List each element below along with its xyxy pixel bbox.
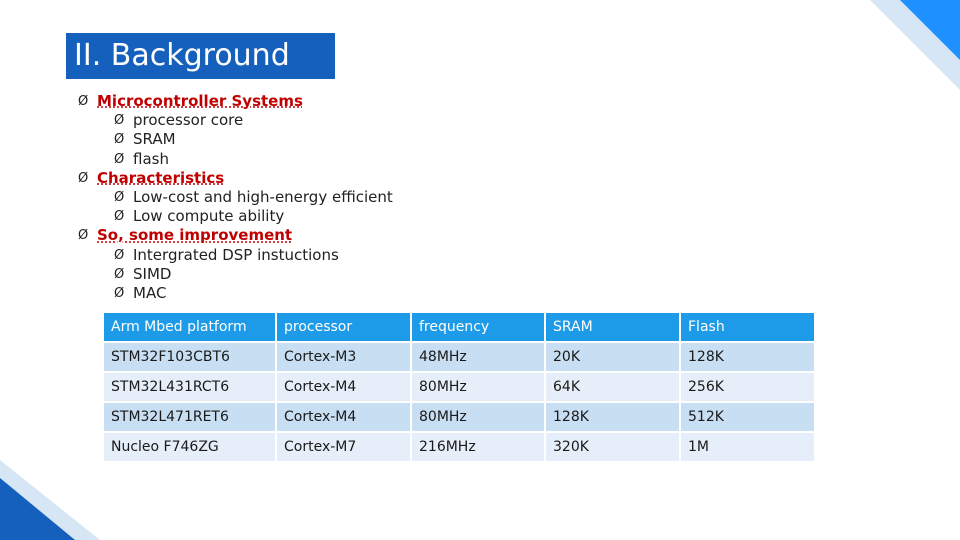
bullet-arrow-icon: Ø <box>114 247 125 263</box>
table-cell: STM32L431RCT6 <box>102 371 277 403</box>
table-header-cell: Arm Mbed platform <box>102 311 277 343</box>
table-cell: 64K <box>544 371 681 403</box>
table-row: STM32L471RET6 Cortex-M4 80MHz 128K 512K <box>102 401 816 433</box>
bullet-heading-text: So, some improvement <box>97 226 293 245</box>
bullet-item-text: MAC <box>133 283 167 302</box>
table-cell: 128K <box>544 401 681 433</box>
table-header-cell: frequency <box>410 311 546 343</box>
bullet-item-text: Intergrated DSP instuctions <box>133 245 339 264</box>
table-cell: 80MHz <box>410 371 546 403</box>
bullet-item-text: SRAM <box>133 130 176 149</box>
bullet-arrow-icon: Ø <box>114 285 125 301</box>
bullet-item-text: processor core <box>133 111 244 130</box>
table-cell: Nucleo F746ZG <box>102 431 277 463</box>
bullet-arrow-icon: Ø <box>78 94 89 109</box>
table-row: Nucleo F746ZG Cortex-M7 216MHz 320K 1M <box>102 431 816 463</box>
table-cell: 320K <box>544 431 681 463</box>
table-cell: 216MHz <box>410 431 546 463</box>
bullet-arrow-icon: Ø <box>114 266 125 282</box>
bullet-arrow-icon: Ø <box>114 113 125 129</box>
table-cell: 256K <box>679 371 816 403</box>
page-title: II. Background <box>66 33 335 79</box>
bullet-item-text: Low compute ability <box>133 207 285 226</box>
table-cell: Cortex-M3 <box>275 341 412 373</box>
bullet-item-text: flash <box>133 149 169 168</box>
bullet-item-text: Low-cost and high-energy efficient <box>133 187 393 206</box>
bullet-arrow-icon: Ø <box>78 170 89 186</box>
table-cell: Cortex-M4 <box>275 401 412 433</box>
bullet-arrow-icon: Ø <box>114 151 125 167</box>
table-header-cell: Flash <box>679 311 816 343</box>
table-cell: 1M <box>679 431 816 463</box>
corner-decoration-bottom-left <box>0 460 100 540</box>
table-cell: 128K <box>679 341 816 373</box>
table-cell: STM32L471RET6 <box>102 401 277 433</box>
table-header-row: Arm Mbed platform processor frequency SR… <box>102 311 816 343</box>
table-header-cell: SRAM <box>544 311 681 343</box>
platform-table: Arm Mbed platform processor frequency SR… <box>102 311 816 463</box>
table-cell: 20K <box>544 341 681 373</box>
table-cell: STM32F103CBT6 <box>102 341 277 373</box>
table-row: STM32L431RCT6 Cortex-M4 80MHz 64K 256K <box>102 371 816 403</box>
bullet-heading-text: Characteristics <box>97 168 225 187</box>
table-cell: Cortex-M4 <box>275 371 412 403</box>
table-row: STM32F103CBT6 Cortex-M3 48MHz 20K 128K <box>102 341 816 373</box>
table-header-cell: processor <box>275 311 412 343</box>
bullet-heading-text: Microcontroller Systems <box>97 92 303 110</box>
bullet-item-text: SIMD <box>133 264 172 283</box>
bullet-arrow-icon: Ø <box>114 132 125 148</box>
corner-decoration-top-right <box>870 0 960 90</box>
table-cell: 512K <box>679 401 816 433</box>
table-cell: Cortex-M7 <box>275 431 412 463</box>
bullet-arrow-icon: Ø <box>114 189 125 205</box>
bullet-arrow-icon: Ø <box>114 209 125 225</box>
bullet-arrow-icon: Ø <box>78 228 89 244</box>
table-cell: 80MHz <box>410 401 546 433</box>
table-cell: 48MHz <box>410 341 546 373</box>
